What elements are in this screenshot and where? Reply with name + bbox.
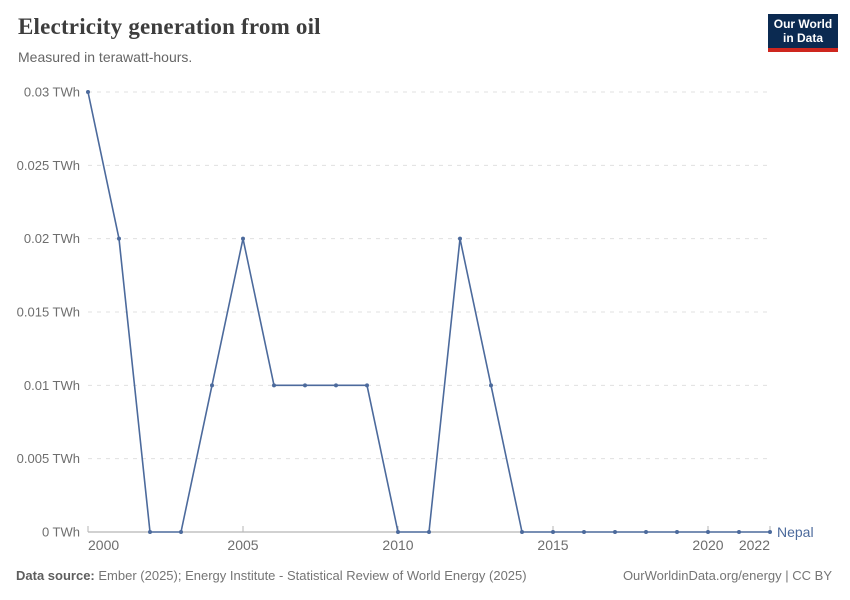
x-axis-tick-label: 2015	[537, 537, 568, 553]
y-axis-tick-label: 0.025 TWh	[17, 158, 80, 173]
y-axis-tick-label: 0 TWh	[42, 525, 80, 540]
data-point	[365, 383, 369, 388]
data-source-text: Ember (2025); Energy Institute - Statist…	[98, 568, 527, 583]
y-axis-tick-label: 0.03 TWh	[24, 85, 80, 100]
data-point	[551, 530, 555, 534]
data-point	[148, 530, 152, 534]
data-point	[86, 90, 90, 94]
y-axis-tick-label: 0.02 TWh	[24, 231, 80, 246]
x-axis-tick-label: 2005	[227, 537, 258, 553]
owid-logo: Our World in Data	[768, 14, 838, 52]
x-axis-tick-label: 2010	[382, 537, 413, 553]
chart-footer: Data source: Ember (2025); Energy Instit…	[0, 568, 850, 583]
owid-logo-line2: in Data	[782, 31, 823, 45]
data-point	[520, 530, 524, 534]
x-axis-tick-label: 2000	[88, 537, 119, 553]
data-point	[241, 236, 245, 241]
chart-subtitle: Measured in terawatt-hours.	[18, 49, 193, 65]
data-point	[396, 530, 400, 534]
data-point	[334, 383, 338, 388]
data-point	[582, 530, 586, 534]
data-source-note: Data source: Ember (2025); Energy Instit…	[16, 568, 527, 583]
owid-logo-line1: Our World	[773, 17, 833, 31]
data-point	[675, 530, 679, 534]
data-point	[706, 530, 710, 534]
data-point	[179, 530, 183, 534]
y-axis-tick-label: 0.005 TWh	[17, 451, 80, 466]
data-point	[303, 383, 307, 388]
y-axis-tick-label: 0.015 TWh	[17, 305, 80, 320]
y-axis-tick-label: 0.01 TWh	[24, 378, 80, 393]
chart-title: Electricity generation from oil	[18, 14, 321, 39]
data-point	[737, 530, 741, 534]
data-point	[210, 383, 214, 388]
data-point	[117, 236, 121, 241]
data-point	[768, 530, 772, 534]
credit-link: OurWorldinData.org/energy | CC BY	[622, 568, 832, 583]
chart-header: Electricity generation from oil Measured…	[18, 14, 321, 65]
data-point	[427, 530, 431, 534]
x-axis-tick-label: 2022	[739, 537, 770, 553]
data-point	[644, 530, 648, 534]
data-point	[272, 383, 276, 388]
data-point	[458, 236, 462, 241]
data-point	[489, 383, 493, 388]
entity-label: Nepal	[777, 524, 814, 540]
data-source-label: Data source:	[16, 568, 95, 583]
data-point	[613, 530, 617, 534]
x-axis-tick-label: 2020	[692, 537, 723, 553]
